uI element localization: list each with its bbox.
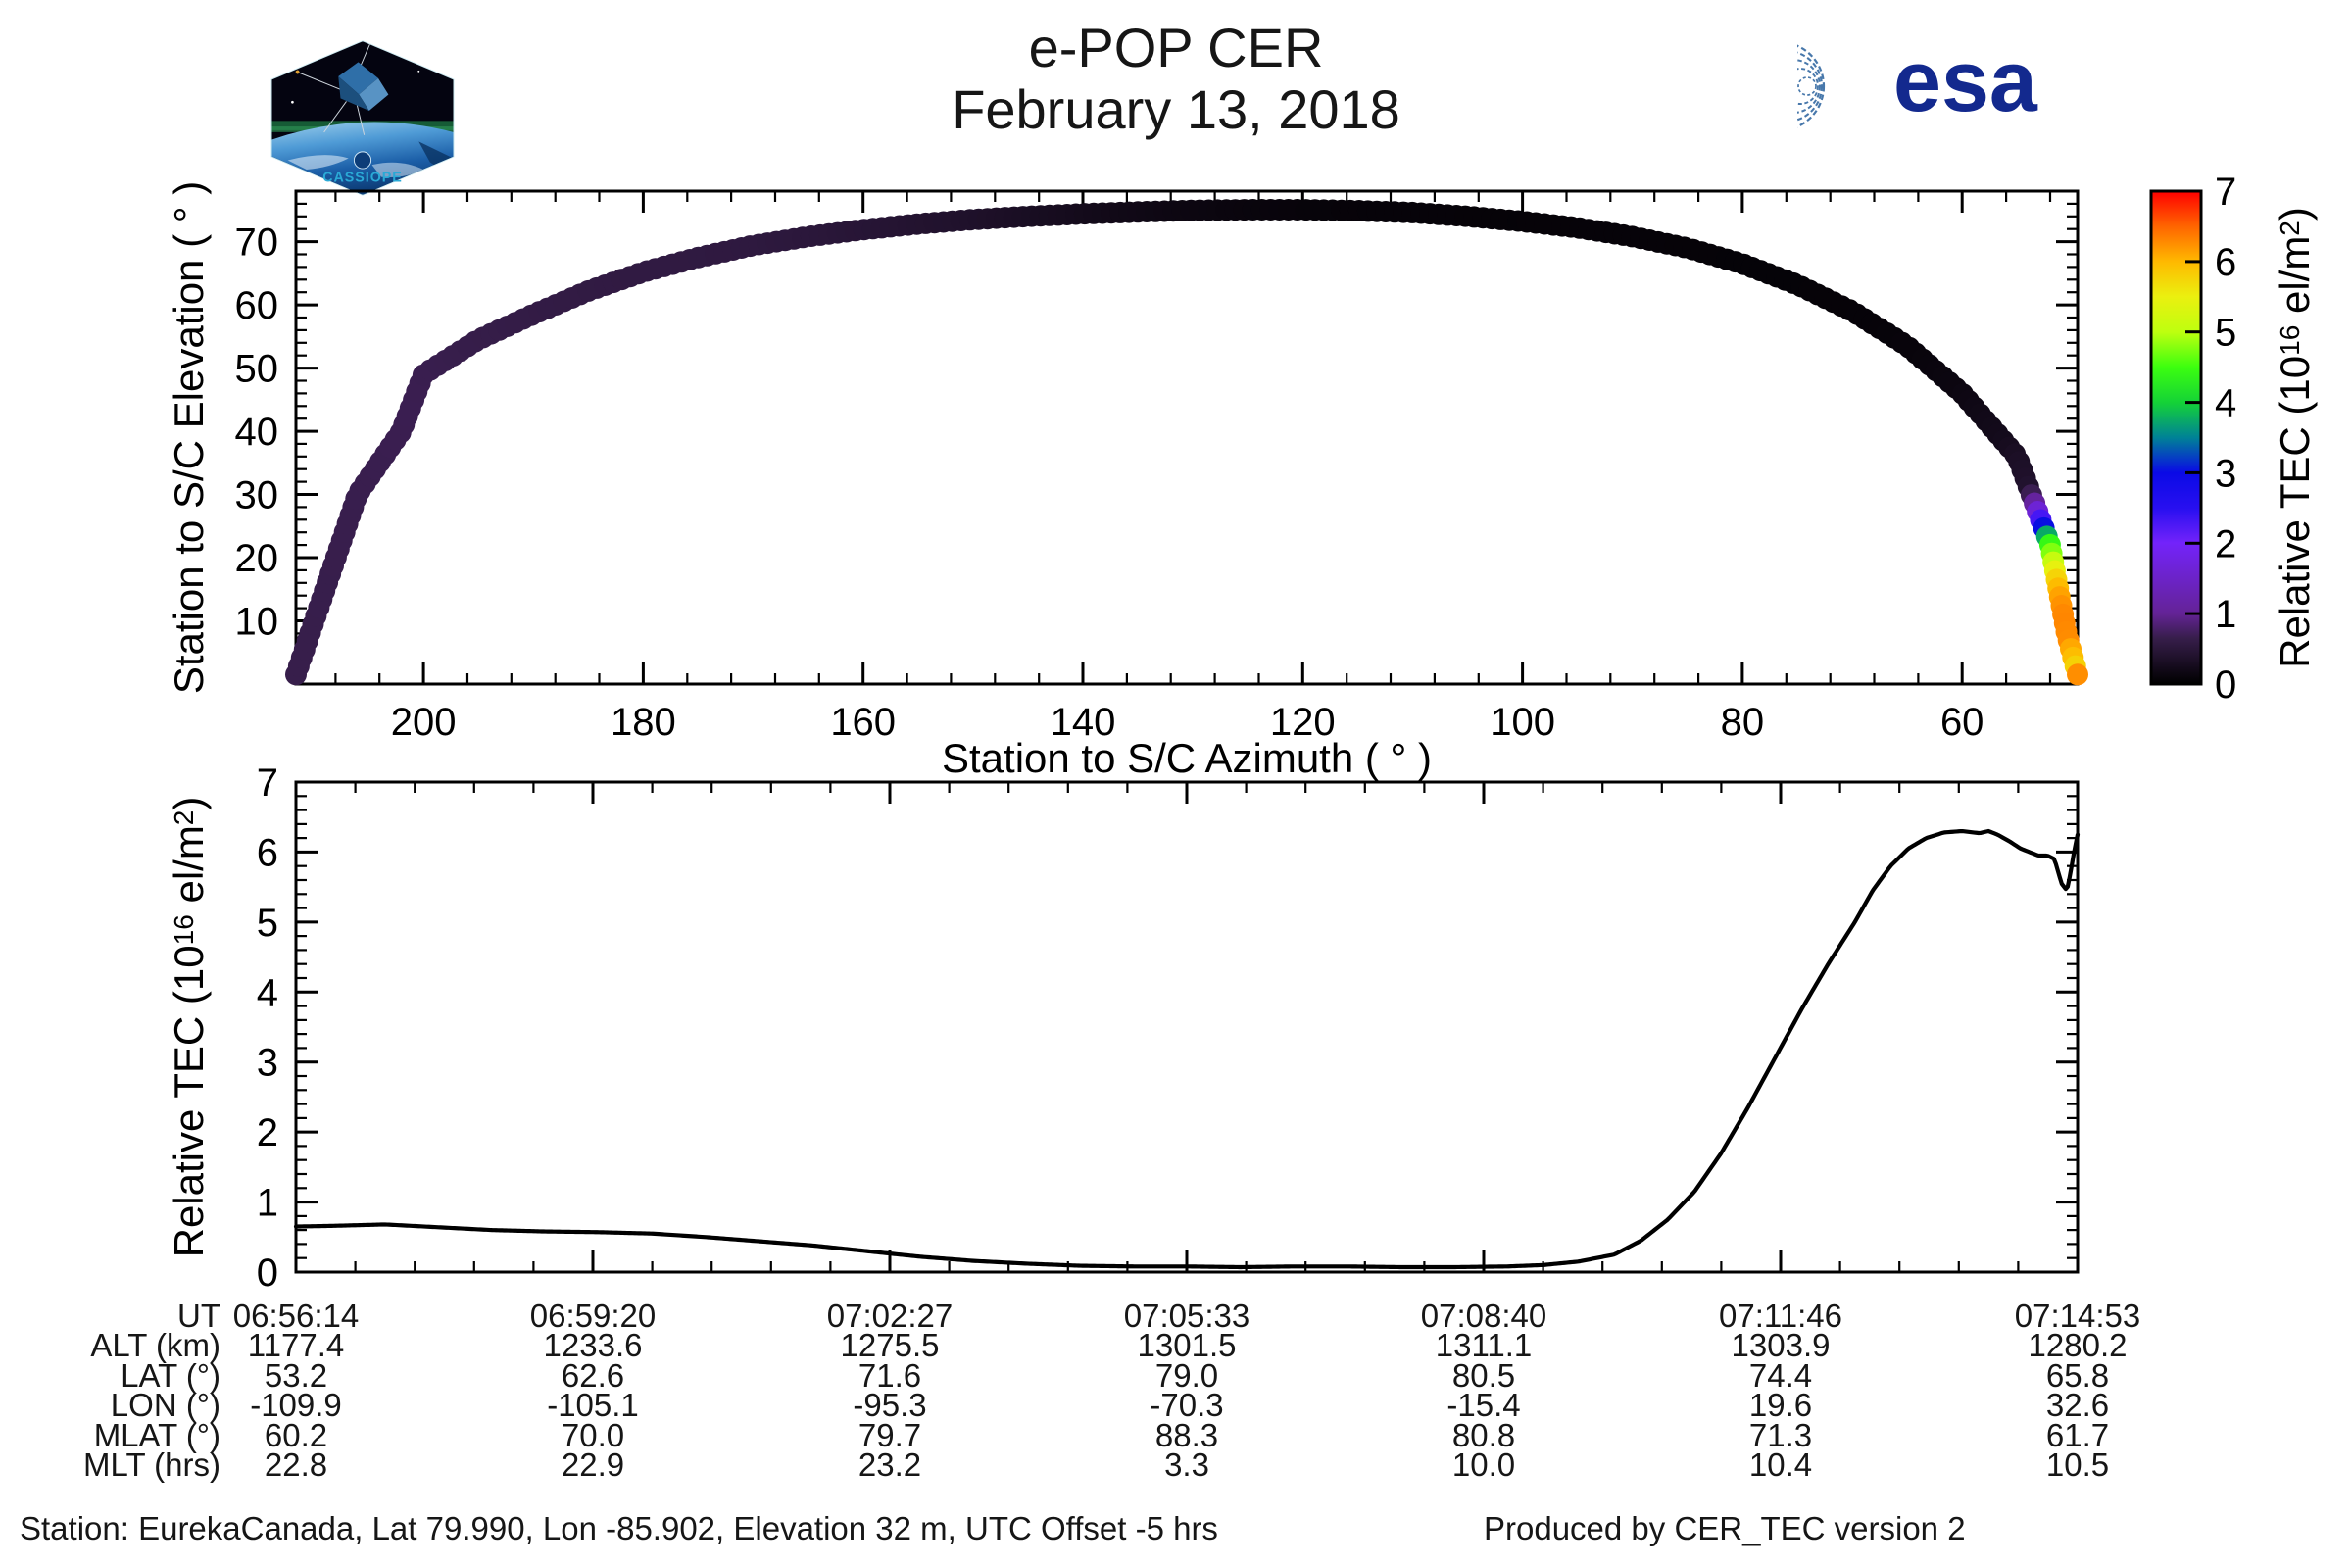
svg-text:160: 160 bbox=[830, 701, 896, 744]
svg-text:5: 5 bbox=[2215, 312, 2236, 355]
svg-text:2: 2 bbox=[257, 1111, 278, 1154]
svg-text:0: 0 bbox=[2215, 663, 2236, 707]
svg-text:200: 200 bbox=[391, 701, 457, 744]
svg-text:4: 4 bbox=[2215, 382, 2236, 425]
svg-text:3: 3 bbox=[257, 1042, 278, 1085]
svg-text:60: 60 bbox=[1940, 701, 1984, 744]
svg-text:40: 40 bbox=[235, 411, 279, 454]
svg-text:70: 70 bbox=[235, 221, 279, 265]
svg-text:180: 180 bbox=[611, 701, 676, 744]
svg-text:3: 3 bbox=[2215, 452, 2236, 495]
svg-text:Station to S/C Azimuth ( ° ): Station to S/C Azimuth ( ° ) bbox=[942, 735, 1432, 781]
svg-text:1: 1 bbox=[257, 1182, 278, 1225]
svg-text:Station to S/C Elevation ( ° ): Station to S/C Elevation ( ° ) bbox=[166, 181, 212, 694]
svg-text:10: 10 bbox=[235, 601, 279, 644]
svg-text:60: 60 bbox=[235, 284, 279, 327]
svg-text:30: 30 bbox=[235, 474, 279, 517]
svg-text:Relative TEC (1016 el/m2): Relative TEC (1016 el/m2) bbox=[166, 797, 212, 1258]
svg-text:6: 6 bbox=[2215, 241, 2236, 284]
svg-text:5: 5 bbox=[257, 902, 278, 945]
svg-text:4: 4 bbox=[257, 971, 278, 1014]
svg-text:2: 2 bbox=[2215, 522, 2236, 565]
svg-text:20: 20 bbox=[235, 537, 279, 580]
svg-text:7: 7 bbox=[257, 761, 278, 805]
svg-text:Relative TEC (1016 el/m2): Relative TEC (1016 el/m2) bbox=[2272, 207, 2318, 668]
svg-text:0: 0 bbox=[257, 1251, 278, 1295]
svg-text:6: 6 bbox=[257, 831, 278, 874]
svg-text:80: 80 bbox=[1721, 701, 1765, 744]
svg-text:100: 100 bbox=[1490, 701, 1555, 744]
svg-text:1: 1 bbox=[2215, 593, 2236, 636]
svg-text:7: 7 bbox=[2215, 171, 2236, 214]
svg-text:50: 50 bbox=[235, 348, 279, 391]
